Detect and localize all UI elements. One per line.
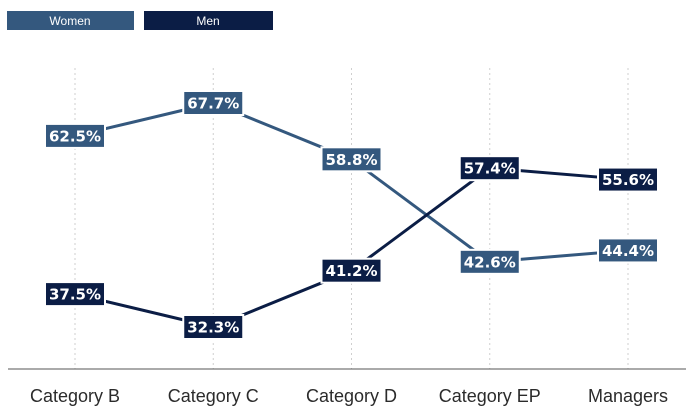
data-label-box xyxy=(320,257,383,284)
data-label-box xyxy=(458,248,521,275)
data-label-men: 37.5% xyxy=(44,281,106,308)
legend-label-women: Women xyxy=(49,14,90,28)
data-label-box xyxy=(458,155,521,182)
data-label-text: 62.5% xyxy=(49,127,101,145)
legend-label-men: Men xyxy=(196,14,219,28)
x-tick-label: Category C xyxy=(168,386,259,406)
data-label-text: 67.7% xyxy=(187,95,239,113)
data-label-men: 55.6% xyxy=(597,166,659,193)
data-label-box xyxy=(597,166,659,193)
data-label-text: 58.8% xyxy=(325,151,377,169)
data-label-box xyxy=(182,90,245,116)
data-label-women: 42.6% xyxy=(458,248,521,275)
legend: Women Men xyxy=(7,11,273,30)
x-axis-tick-labels: Category B Category C Category D Category E… xyxy=(30,386,668,406)
data-label-box xyxy=(320,146,383,173)
data-label-text: 57.4% xyxy=(464,160,516,178)
data-label-women: 67.7% xyxy=(182,90,245,116)
x-tick-label: Category EP xyxy=(439,386,541,406)
legend-item-women: Women xyxy=(7,11,134,30)
x-tick-label: Managers xyxy=(588,386,668,406)
x-tick-label: Category B xyxy=(30,386,120,406)
data-label-text: 44.4% xyxy=(602,242,654,260)
data-label-text: 37.5% xyxy=(49,286,101,304)
data-label-men: 32.3% xyxy=(182,314,245,340)
data-label-text: 32.3% xyxy=(187,319,239,337)
legend-item-men: Men xyxy=(144,11,273,30)
gridlines xyxy=(74,68,629,369)
data-label-box xyxy=(182,314,245,340)
data-label-box xyxy=(597,237,659,264)
data-label-text: 55.6% xyxy=(602,171,654,189)
legend-swatch-men xyxy=(144,11,273,30)
legend-swatch-women xyxy=(7,11,134,30)
x-tick-label: Category D xyxy=(306,386,397,406)
data-label-men: 41.2% xyxy=(320,257,383,284)
data-label-women: 62.5% xyxy=(44,122,106,149)
data-label-text: 42.6% xyxy=(464,253,516,271)
data-label-women: 44.4% xyxy=(597,237,659,264)
data-labels: 62.5% 67.7% 58.8% 42.6% 44.4% 37.5% 32.3% 41.2%… xyxy=(44,90,659,340)
data-label-men: 57.4% xyxy=(458,155,521,182)
data-label-women: 58.8% xyxy=(320,146,383,173)
data-label-box xyxy=(44,122,106,149)
data-label-box xyxy=(44,281,106,308)
data-label-text: 41.2% xyxy=(325,262,377,280)
